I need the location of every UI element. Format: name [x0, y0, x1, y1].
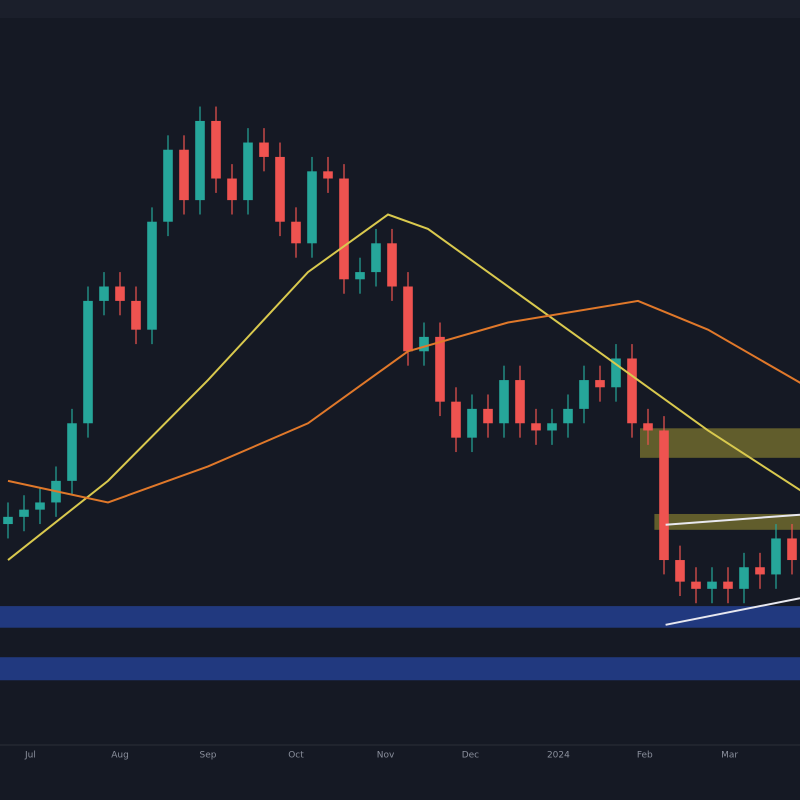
candle-body: [659, 430, 669, 561]
candle-body: [691, 581, 701, 589]
candle-body: [483, 408, 493, 424]
candle-body: [499, 380, 509, 424]
candle-body: [307, 171, 317, 244]
candle-body: [675, 560, 685, 582]
trendline: [665, 513, 800, 526]
x-tick-label: Nov: [377, 751, 395, 761]
candle-body: [611, 358, 621, 388]
zone: [0, 657, 800, 681]
candle-body: [291, 221, 301, 244]
candle-body: [627, 358, 637, 424]
candle-body: [755, 567, 765, 575]
candle-body: [707, 581, 717, 589]
candle-body: [403, 286, 413, 352]
candle-body: [387, 243, 397, 287]
x-tick-label: 2024: [547, 751, 570, 761]
candle-body: [163, 149, 173, 222]
candle-body: [435, 336, 445, 402]
candle-body: [451, 401, 461, 438]
x-tick-label: Feb: [637, 751, 653, 761]
candle-body: [99, 286, 109, 301]
candle-body: [3, 516, 13, 525]
moving-average: [7, 213, 800, 561]
candle-body: [19, 509, 29, 517]
candle-body: [195, 120, 205, 201]
header-bar: [0, 0, 800, 18]
candle-body: [531, 423, 541, 431]
x-tick-label: Dec: [462, 751, 479, 761]
candle-body: [563, 408, 573, 424]
candle-body: [211, 120, 221, 179]
candle-body: [323, 171, 333, 179]
x-tick-label: Jul: [24, 751, 36, 761]
x-tick-label: Mar: [721, 751, 738, 761]
candle-body: [579, 380, 589, 409]
zone: [0, 606, 800, 628]
candle-body: [115, 286, 125, 301]
candle-body: [179, 149, 189, 201]
x-tick-label: Sep: [200, 751, 217, 761]
trendline: [665, 597, 800, 626]
candle-body: [227, 178, 237, 201]
candle-body: [275, 156, 285, 222]
candle-body: [771, 538, 781, 575]
candle-body: [723, 581, 733, 589]
moving-average: [7, 299, 800, 504]
candle-body: [339, 178, 349, 280]
candle-body: [147, 221, 157, 330]
candle-body: [643, 423, 653, 431]
candle-body: [515, 380, 525, 424]
candle-body: [243, 142, 253, 201]
candle-body: [787, 538, 797, 561]
x-tick-label: Aug: [111, 751, 129, 761]
candle-body: [355, 272, 365, 280]
candle-body: [131, 300, 141, 330]
candle-body: [595, 380, 605, 388]
candle-body: [259, 142, 269, 157]
candle-body: [739, 567, 749, 589]
x-tick-label: Oct: [288, 751, 304, 761]
candle-body: [35, 502, 45, 510]
candle-body: [547, 423, 557, 431]
candle-body: [419, 336, 429, 352]
candle-body: [371, 243, 381, 273]
candle-body: [67, 423, 77, 481]
candle-body: [467, 408, 477, 438]
candle-body: [83, 300, 93, 424]
